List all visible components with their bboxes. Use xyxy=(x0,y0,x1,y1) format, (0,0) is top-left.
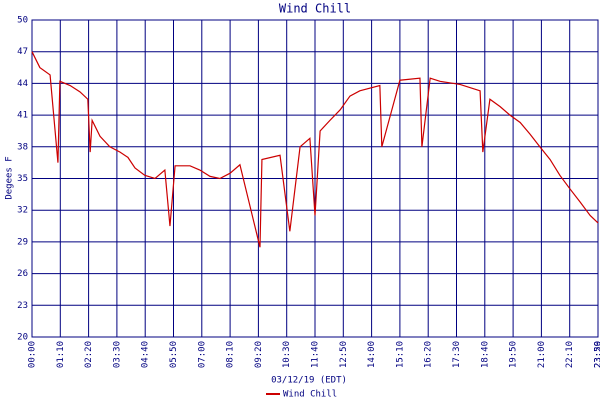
y-tick-label: 50 xyxy=(17,16,28,26)
x-tick-label: 12:50 xyxy=(339,341,349,368)
x-tick-label: 05:50 xyxy=(169,341,179,368)
y-tick-label: 29 xyxy=(17,237,28,247)
y-tick-label: 23 xyxy=(17,301,28,311)
x-tick-label: 17:30 xyxy=(452,341,462,368)
y-tick-label: 35 xyxy=(17,174,28,184)
x-tick-label: 11:40 xyxy=(311,341,321,368)
x-tick-label: 14:00 xyxy=(367,341,377,368)
x-tick-label: 19:50 xyxy=(509,341,519,368)
y-axis-label: Degees F xyxy=(5,156,15,199)
y-tick-label: 20 xyxy=(17,333,28,343)
x-tick-label: 04:40 xyxy=(141,341,151,368)
x-tick-label: 18:40 xyxy=(480,341,490,368)
x-tick-label: 22:10 xyxy=(565,341,575,368)
y-tick-label: 26 xyxy=(17,269,28,279)
x-tick-label: 10:30 xyxy=(282,341,292,368)
y-tick-label: 47 xyxy=(17,47,28,57)
chart-title: Wind Chill xyxy=(279,2,351,16)
y-tick-label: 41 xyxy=(17,111,28,121)
x-tick-label: 09:20 xyxy=(254,341,264,368)
x-tick-label: 03:30 xyxy=(112,341,122,368)
x-tick-label: 23:59 xyxy=(594,341,600,368)
x-tick-label: 15:10 xyxy=(395,341,405,368)
x-axis-label: 03/12/19 (EDT) xyxy=(271,376,347,386)
x-tick-label: 00:00 xyxy=(28,341,38,368)
x-tick-label: 02:20 xyxy=(84,341,94,368)
data-line xyxy=(31,51,599,248)
legend-label: Wind Chill xyxy=(283,390,337,400)
x-tick-label: 01:10 xyxy=(56,341,66,368)
y-tick-label: 44 xyxy=(17,79,28,89)
x-tick-label: 07:00 xyxy=(197,341,207,368)
y-tick-label: 32 xyxy=(17,206,28,216)
x-tick-label: 21:00 xyxy=(537,341,547,368)
y-tick-label: 38 xyxy=(17,142,28,152)
x-tick-label: 16:20 xyxy=(424,341,434,368)
x-tick-label: 23:20 xyxy=(594,341,600,368)
x-tick-label: 08:10 xyxy=(226,341,236,368)
